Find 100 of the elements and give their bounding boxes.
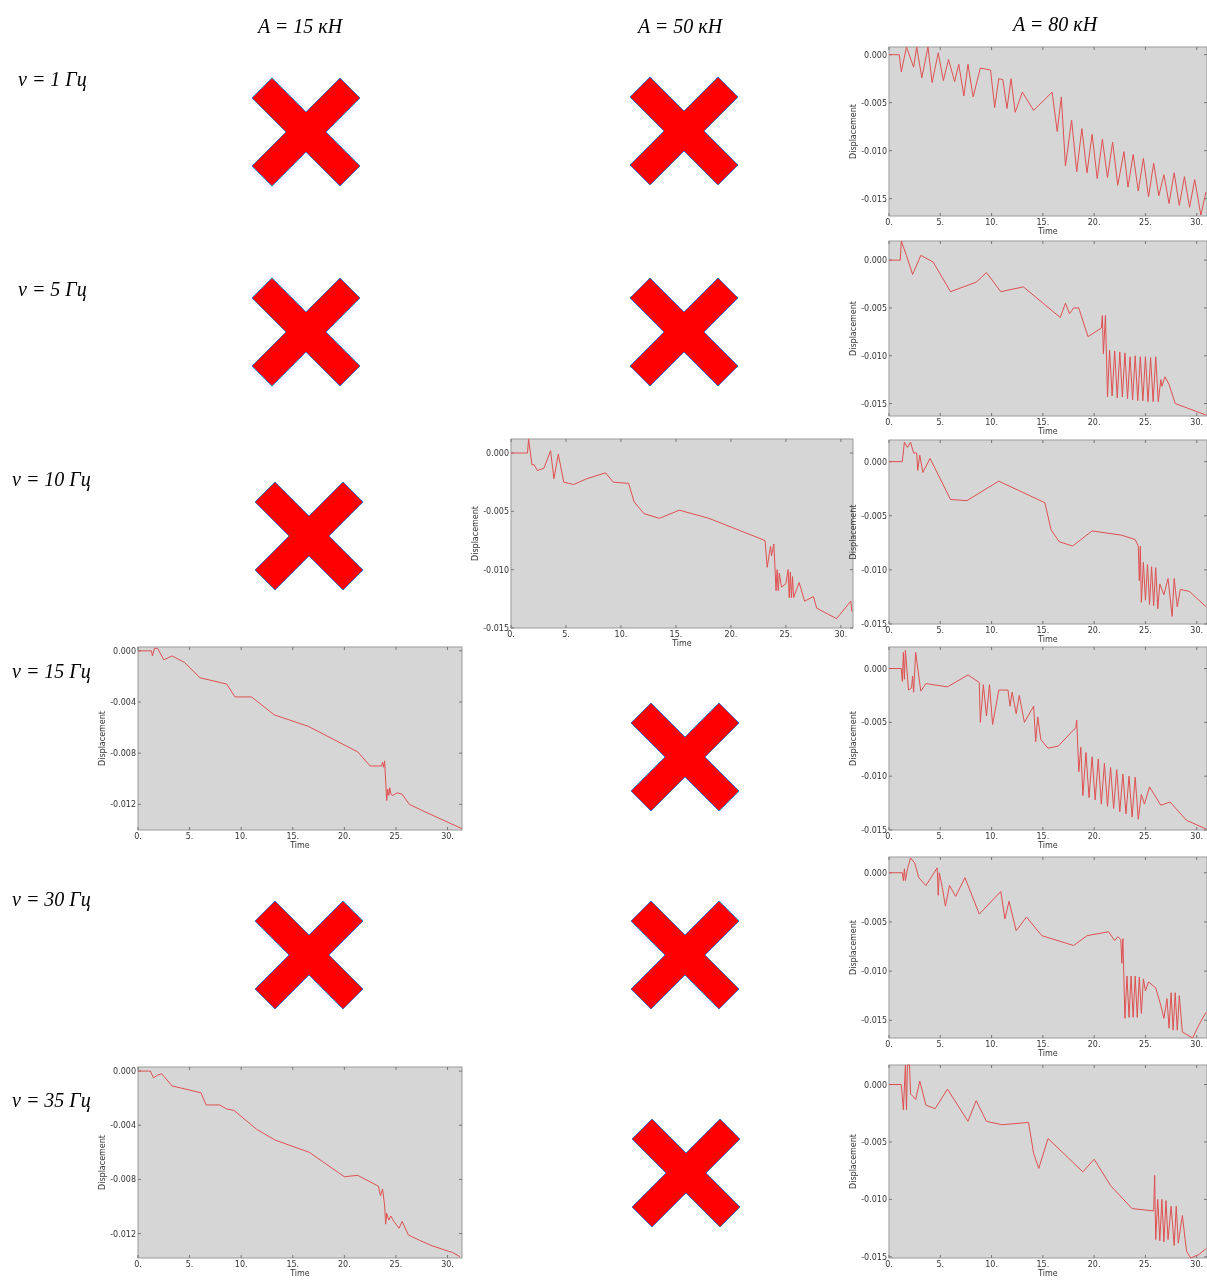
x-tick-label: 25. (389, 832, 403, 841)
x-tick-label: 25. (779, 630, 793, 639)
x-tick-label: 30. (1190, 1040, 1204, 1049)
x-tick-label: 10. (985, 1040, 998, 1049)
y-tick-label: -0.015 (861, 1252, 887, 1262)
x-tick-label: 25. (1139, 832, 1152, 841)
x-tick-label: 5. (936, 1040, 945, 1049)
y-tick-label: -0.015 (861, 399, 887, 409)
x-tick-label: 5. (936, 832, 945, 841)
y-tick-label: 0.000 (864, 256, 887, 266)
x-tick-label: 20. (338, 1260, 351, 1269)
x-tick-label: 20. (724, 630, 738, 639)
x-tick-label: 20. (1087, 1260, 1101, 1269)
x-tick-label: 15. (1036, 1040, 1050, 1049)
x-axis-title: Time (289, 841, 310, 850)
x-tick-label: 0. (885, 218, 893, 227)
x-tick-label: 30. (1190, 218, 1204, 227)
y-tick-label: -0.005 (861, 917, 887, 927)
x-tick-label: 15. (1036, 218, 1050, 227)
x-tick-label: 30. (1190, 626, 1204, 635)
x-tick-label: 0. (507, 630, 515, 639)
x-tick-label: 25. (1139, 418, 1152, 427)
line-series (888, 46, 1207, 216)
y-tick-label: 0.000 (864, 868, 887, 878)
x-axis-title: Time (1037, 227, 1058, 236)
x-tick-label: 15. (286, 1260, 300, 1269)
y-tick-label: -0.010 (861, 565, 887, 575)
x-tick-label: 0. (885, 626, 893, 635)
x-tick-label: 5. (562, 630, 570, 639)
x-tick-label: 10. (234, 832, 248, 841)
x-tick-label: 20. (1087, 1040, 1101, 1049)
y-axis-title: Displacement (849, 920, 858, 975)
y-tick-label: -0.008 (110, 749, 136, 759)
x-axis-title: Time (1037, 841, 1058, 850)
x-tick-label: 15. (286, 832, 300, 841)
x-axis-title: Time (1037, 635, 1058, 644)
text: v = 5 Гц (18, 278, 87, 301)
x-tick-label: 25. (1139, 1260, 1152, 1269)
y-tick-label: -0.005 (861, 303, 887, 313)
y-axis-title: Displacement (849, 1134, 858, 1189)
y-tick-label: 0.000 (864, 664, 887, 674)
y-tick-label: -0.004 (110, 1121, 136, 1131)
x-tick-label: 5. (936, 626, 945, 635)
x-tick-label: 10. (614, 630, 628, 639)
y-tick-label: -0.012 (110, 1229, 136, 1239)
x-tick-label: 25. (1139, 218, 1152, 227)
x-tick-label: 5. (936, 1260, 945, 1269)
y-axis-title: Displacement (98, 711, 107, 766)
y-tick-label: 0.000 (113, 1067, 136, 1077)
x-tick-label: 0. (885, 418, 893, 427)
x-tick-label: 15. (1036, 418, 1050, 427)
x-tick-label: 0. (885, 832, 893, 841)
x-tick-label: 10. (234, 1260, 248, 1269)
y-axis-title: Displacement (849, 104, 858, 159)
x-tick-label: 15. (669, 630, 683, 639)
y-tick-label: -0.005 (861, 98, 887, 108)
y-tick-label: -0.015 (483, 624, 509, 633)
x-axis-title: Time (1037, 427, 1058, 436)
y-tick-label: 0.000 (864, 50, 887, 60)
text: v = 15 Гц (12, 660, 91, 683)
x-tick-label: 30. (1190, 418, 1204, 427)
x-tick-label: 10. (985, 418, 998, 427)
x-tick-label: 30. (834, 630, 848, 639)
x-tick-label: 10. (985, 626, 998, 635)
y-tick-label: -0.004 (110, 698, 136, 708)
x-axis-title: Time (671, 639, 692, 648)
x-tick-label: 15. (1036, 1260, 1050, 1269)
x-tick-label: 20. (338, 832, 351, 841)
x-axis-title: Time (289, 1269, 310, 1278)
x-tick-label: 25. (1139, 626, 1152, 635)
y-tick-label: 0.000 (486, 449, 509, 458)
y-tick-label: -0.012 (110, 800, 136, 810)
x-tick-label: 25. (389, 1260, 403, 1269)
y-tick-label: -0.010 (483, 565, 509, 575)
text: v = 10 Гц (12, 468, 91, 491)
x-tick-label: 15. (1036, 832, 1050, 841)
x-tick-label: 5. (185, 1260, 194, 1269)
x-tick-label: 10. (985, 1260, 998, 1269)
x-tick-label: 15. (1036, 626, 1050, 635)
x-tick-label: 30. (1190, 1260, 1204, 1269)
x-tick-label: 5. (936, 418, 945, 427)
line-series (137, 647, 463, 830)
line-series (137, 1070, 461, 1258)
x-tick-label: 0. (134, 832, 142, 841)
line-series (888, 857, 1207, 1039)
x-tick-label: 5. (185, 832, 194, 841)
y-tick-label: -0.005 (861, 1137, 887, 1147)
y-tick-label: 0.000 (864, 457, 887, 467)
y-tick-label: -0.010 (861, 967, 887, 977)
x-axis-title: Time (1037, 1049, 1058, 1058)
text: v = 1 Гц (18, 68, 87, 91)
y-tick-label: 0.000 (864, 1080, 887, 1090)
x-tick-label: 30. (441, 832, 454, 841)
x-tick-label: 10. (985, 832, 998, 841)
y-axis-title: Displacement (471, 506, 480, 561)
y-tick-label: -0.005 (861, 511, 887, 521)
x-tick-label: 20. (1087, 418, 1101, 427)
x-axis-title: Time (1037, 1269, 1058, 1278)
y-tick-label: -0.015 (861, 620, 887, 629)
text: v = 35 Гц (12, 1089, 91, 1112)
